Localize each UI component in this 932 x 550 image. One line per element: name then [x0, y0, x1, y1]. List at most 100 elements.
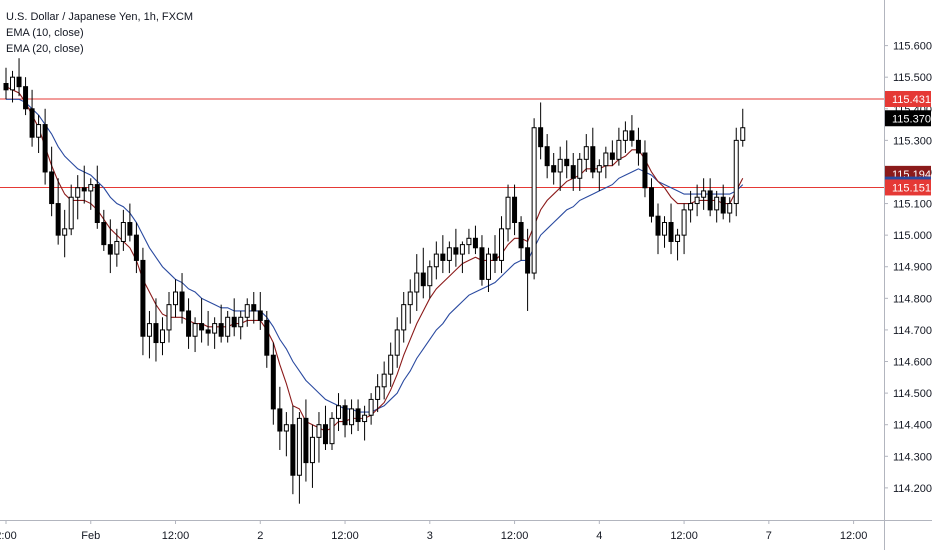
candle-body: [88, 184, 94, 192]
candle-body: [68, 196, 74, 230]
candle-body: [525, 247, 531, 274]
candle-body: [446, 247, 452, 261]
candle-body: [192, 323, 198, 337]
candle-body: [714, 196, 720, 211]
candle-body: [538, 127, 544, 148]
candle-body: [381, 373, 387, 388]
candle-body: [733, 139, 739, 205]
candle-body: [616, 139, 622, 160]
candle-body: [622, 130, 628, 141]
candle-body: [270, 354, 276, 410]
candle-body: [107, 244, 113, 255]
candle-body: [238, 316, 244, 328]
y-tick-label: 114.800: [893, 293, 932, 305]
candle-body: [349, 408, 355, 426]
candle-body: [153, 323, 159, 344]
candle-body: [590, 146, 596, 173]
candle-body: [420, 272, 426, 287]
candle-body: [440, 253, 446, 261]
legend-ema20: EMA (20, close): [6, 43, 84, 55]
y-tick-label: 115.000: [893, 230, 932, 242]
candle-body: [212, 323, 218, 334]
price-label-box: [885, 179, 931, 196]
x-tick-label: 12:00: [331, 530, 359, 542]
price-label-text: 115.370: [892, 113, 931, 125]
y-tick-label: 114.700: [893, 325, 932, 337]
candle-body: [120, 222, 126, 242]
candle-body: [485, 253, 491, 280]
candle-body: [146, 323, 152, 337]
candle-body: [466, 237, 472, 246]
candle-body: [81, 187, 87, 192]
candle-body: [140, 259, 146, 337]
candle-body: [133, 234, 139, 261]
candle-body: [355, 408, 361, 423]
candle-body: [551, 165, 557, 173]
candle-body: [173, 291, 179, 306]
y-tick-label: 114.600: [893, 357, 932, 369]
candle-body: [49, 171, 55, 205]
price-label-box: [885, 90, 931, 107]
candle-body: [55, 203, 61, 236]
candle-body: [36, 124, 42, 138]
y-tick-label: 115.600: [893, 41, 932, 53]
candle-body: [309, 436, 315, 464]
x-tick-label: 12:00: [162, 530, 190, 542]
y-tick-label: 114.900: [893, 262, 932, 274]
candle-body: [368, 398, 374, 416]
chart-legend: U.S. Dollar / Japanese Yen, 1h, FXCM EMA…: [6, 9, 193, 57]
candle-body: [199, 323, 205, 331]
candle-body: [427, 266, 433, 287]
candle-body: [531, 127, 537, 274]
candle-body: [512, 196, 518, 224]
candle-body: [688, 203, 694, 211]
y-tick-label: 115.500: [893, 72, 932, 84]
x-tick-label: Feb: [81, 530, 100, 542]
candle-body: [225, 316, 231, 337]
candle-body: [394, 329, 400, 356]
candle-body: [101, 222, 107, 246]
candle-body: [251, 304, 257, 312]
candle-body: [635, 139, 641, 154]
candle-body: [570, 165, 576, 179]
price-label-text: 115.151: [892, 182, 931, 194]
x-tick-label: 12:00: [501, 530, 529, 542]
candle-body: [596, 165, 602, 173]
x-tick-label: 7: [766, 530, 772, 542]
candle-body: [42, 124, 48, 173]
candle-body: [648, 187, 654, 217]
candle-body: [577, 158, 583, 179]
candle-body: [459, 244, 465, 255]
price-label-box: [885, 110, 931, 127]
y-tick-label: 114.500: [893, 388, 932, 400]
candle-body: [701, 190, 707, 198]
y-tick-label: 114.200: [893, 483, 932, 495]
candle-body: [205, 329, 211, 334]
candle-body: [727, 203, 733, 214]
candle-body: [675, 234, 681, 242]
chart-title: U.S. Dollar / Japanese Yen, 1h, FXCM: [6, 11, 194, 23]
candle-body: [668, 222, 674, 242]
candle-body: [23, 86, 29, 110]
candle-body: [642, 152, 648, 189]
candle-body: [264, 319, 270, 356]
candle-body: [564, 158, 570, 167]
candle-body: [544, 146, 550, 167]
candle-body: [296, 417, 302, 476]
candle-body: [166, 304, 172, 331]
candle-body: [179, 291, 185, 312]
y-tick-label: 114.400: [893, 420, 932, 432]
candle-body: [362, 414, 368, 423]
y-tick-label: 115.300: [893, 135, 932, 147]
y-tick-label: 115.100: [893, 199, 932, 211]
candle-body: [414, 272, 420, 293]
candle-body: [29, 108, 35, 138]
candle-body: [720, 196, 726, 214]
candle-body: [329, 417, 335, 445]
candle-body: [472, 237, 478, 249]
candle-body: [518, 222, 524, 249]
candle-body: [257, 310, 263, 321]
candle-body: [401, 304, 407, 331]
candle-body: [244, 304, 250, 318]
